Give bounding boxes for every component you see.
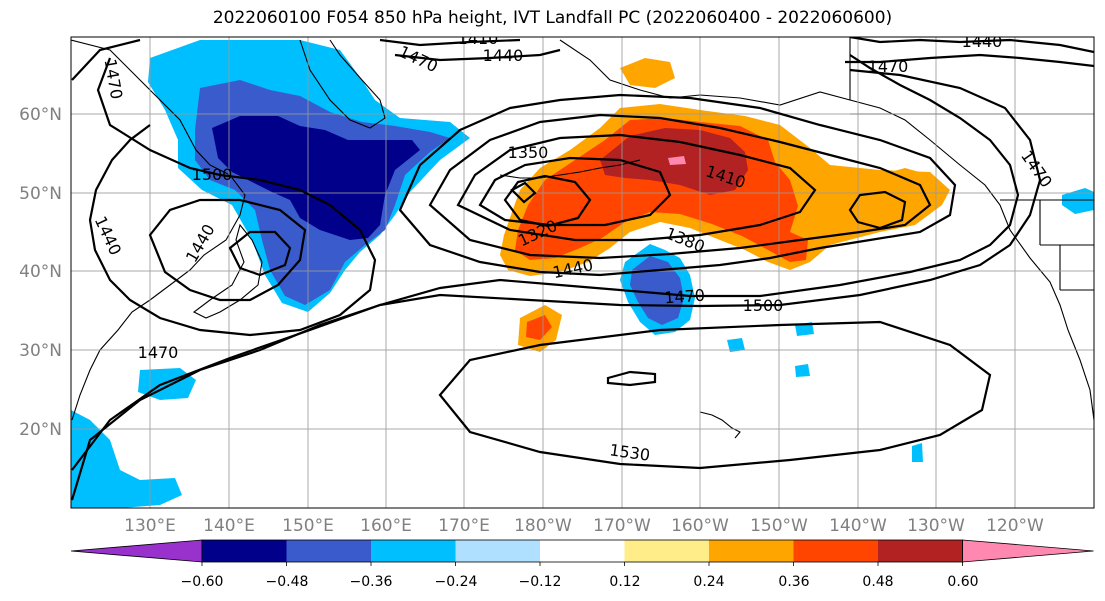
lat-tick-label: 30°N [19,341,62,361]
contour-label: 1500 [192,165,233,184]
coast-aleutians [499,159,641,179]
contour-1440 [398,93,957,277]
lon-tick-label: 140°W [829,516,887,536]
contour-1410-top [379,38,521,47]
warm-region-alaska [620,58,675,88]
contour-label: 1470 [868,57,909,76]
colorbar-extend-min [70,539,203,563]
contour-1470-nw [71,38,377,337]
colorbar-box [540,540,625,562]
lon-tick-labels: 130°E 140°E 150°E 160°E 170°E 180°W 170°… [124,516,1044,536]
contour-1440-nw [148,198,307,302]
blue-spot-3 [727,338,745,352]
map-frame [70,36,1095,509]
colorbar-tick-label: 0.60 [947,574,978,590]
contour-high-small [606,370,657,387]
blue-spot-6 [912,443,923,462]
colorbar-tick-label: −0.48 [266,574,309,590]
contour-label: 1440 [962,32,1003,51]
coast-hawaii [699,411,741,439]
lat-tick-labels: 60°N 50°N 40°N 30°N 20°N [19,105,62,440]
colorbar-box [371,540,456,562]
lon-tick-label: 160°W [671,516,729,536]
lat-tick-label: 60°N [19,105,62,125]
blue-spot-5 [795,364,810,377]
lat-tick-label: 50°N [19,184,62,204]
coast-kamchatka [299,39,386,129]
contour-low-center [510,181,537,204]
lon-tick-label: 170°E [438,516,490,536]
colorbar-box [709,540,794,562]
contour-1320 [503,174,592,228]
colorbar-tick-label: −0.36 [350,574,393,590]
lon-tick-label: 160°E [360,516,412,536]
contour-label: 1350 [508,143,549,162]
contour-1410 [428,113,932,260]
colorbar-tick-label: 0.36 [778,574,809,590]
colorbar-box [793,540,879,562]
lon-tick-label: 180°W [514,516,572,536]
colorbar-outline [201,539,963,563]
colorbar-tick-label: 0.48 [862,574,893,590]
coast-japan [192,223,263,319]
contour-1470-ne [845,53,1094,68]
border-us [1000,199,1094,291]
lon-tick-label: 140°E [203,516,255,536]
lon-tick-label: 130°E [124,516,176,536]
colorbar-tick-labels: −0.60 −0.48 −0.36 −0.24 −0.12 0.12 0.24 … [181,574,979,590]
coast-asia [71,39,246,421]
lon-tick-label: 130°W [907,516,965,536]
contour-1530 [438,320,992,470]
colorbar-tick-label: −0.60 [181,574,224,590]
lon-tick-label: 150°E [282,516,334,536]
warm-region-coast [880,168,932,210]
blue-region-nw-dark [212,116,420,240]
colorbar-box [455,540,541,562]
contour-1380 [456,133,817,242]
map-title: 2022060100 F054 850 hPa height, IVT Land… [212,8,893,28]
colorbar [70,539,1094,566]
blue-spot-2 [1062,188,1094,214]
lat-tick-label: 20°N [19,420,62,440]
colorbar-tick-label: −0.12 [519,574,562,590]
lon-tick-label: 150°W [750,516,808,536]
contour-1440-ne [849,37,1094,54]
colorbar-box [202,540,287,562]
contour-1440-low-e [848,190,907,230]
colorbar-box [286,540,372,562]
colorbar-tick-label: 0.24 [693,574,724,590]
contour-1410-nw [228,230,292,277]
colorbar-tick-label: −0.24 [435,574,478,590]
colorbar-box [624,540,710,562]
contour-1440-top [394,48,561,62]
height-contours [71,37,1094,501]
colorbar-extend-max [962,539,1094,563]
contour-1470-outer [71,54,1020,501]
colorbar-box [878,540,963,562]
lon-tick-label: 170°W [593,516,651,536]
contour-label: 1500 [743,296,784,315]
colorbar-tick-label: 0.12 [609,574,640,590]
contour-label: 1470 [138,343,179,362]
contour-label: 1470 [664,286,706,308]
contour-label: 1440 [483,46,524,65]
contour-label: 1410 [458,29,499,48]
warm-region-pink-core [668,156,686,165]
lon-tick-label: 120°W [986,516,1044,536]
contour-1500-low [71,68,1042,471]
warm-region-south-core [526,315,552,340]
lat-tick-label: 40°N [19,262,62,282]
blue-region-central-medium [630,256,684,325]
